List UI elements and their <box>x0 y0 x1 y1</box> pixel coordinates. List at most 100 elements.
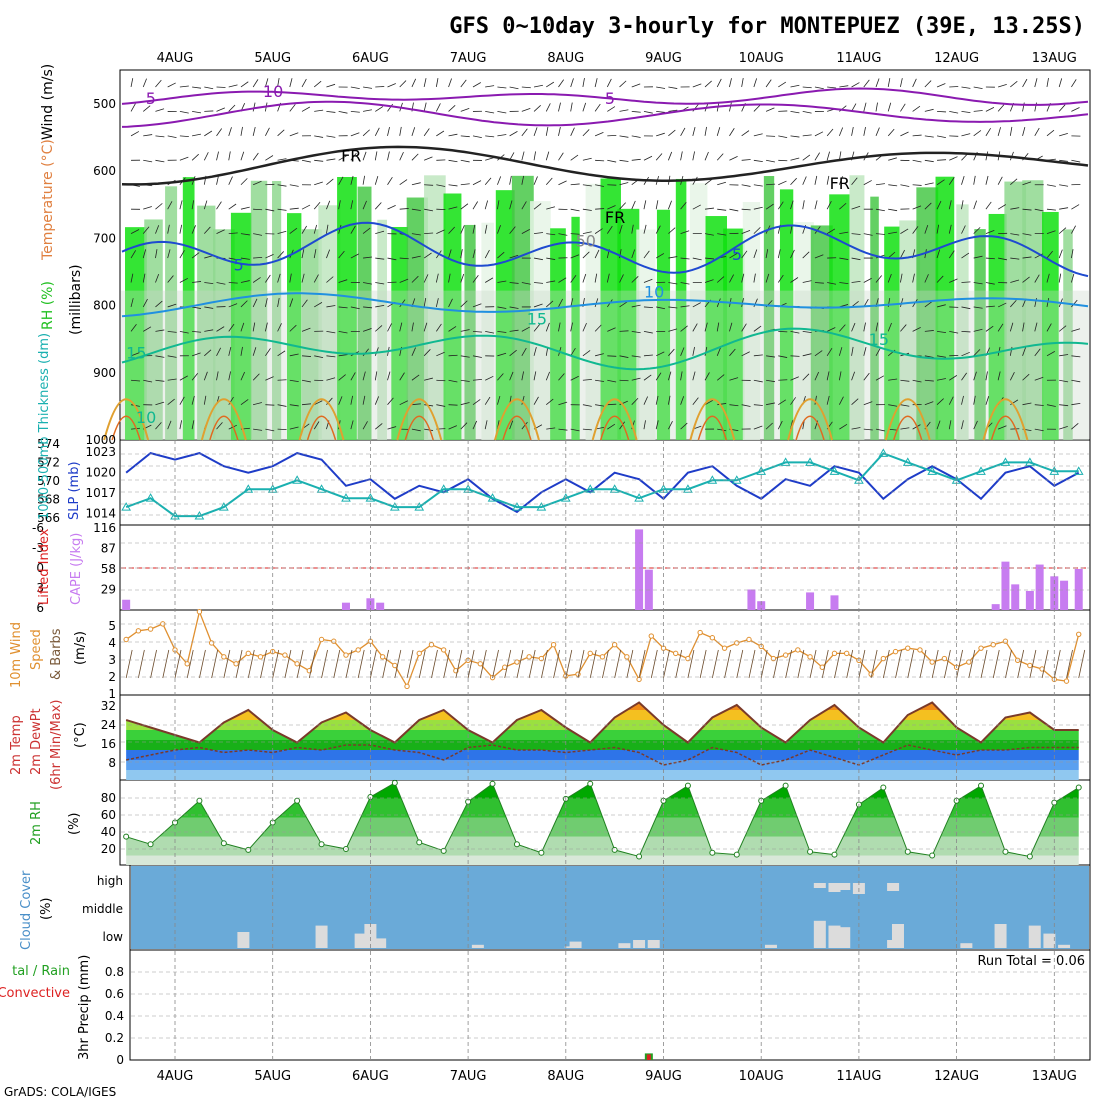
y-tick-label: 0.6 <box>105 987 124 1001</box>
wind-barb <box>631 200 636 210</box>
wind10m-point <box>135 628 142 634</box>
wind-barb <box>887 102 892 112</box>
wind10m-barb <box>687 649 695 679</box>
rh2m-point <box>123 833 130 840</box>
wind-barb <box>875 233 885 235</box>
wind-barb <box>192 306 202 309</box>
wind10m-point <box>770 655 777 662</box>
contour-label: 5 <box>146 89 156 108</box>
wind10m-barb <box>528 649 536 679</box>
wind-barb <box>277 129 285 137</box>
wind-barb <box>631 330 641 334</box>
wind-barb <box>423 322 428 332</box>
wind-barb <box>216 201 222 210</box>
date-label-top: 11AUG <box>836 51 881 66</box>
wind10m-barb <box>284 649 292 679</box>
wind-barb <box>411 322 414 332</box>
wind-barb <box>692 346 695 356</box>
wind-barb <box>985 175 989 185</box>
wind-barb <box>399 208 409 210</box>
rh2m-point <box>440 847 447 854</box>
wind-barb <box>216 347 222 357</box>
wind-barb <box>448 105 456 112</box>
wind-barb <box>1034 127 1040 137</box>
cloud-bar-low <box>828 925 841 948</box>
wind-barb <box>900 184 910 187</box>
wind-barb <box>167 82 176 88</box>
wind-barb <box>948 224 952 234</box>
wind-barb <box>778 355 788 358</box>
wind-barb <box>204 226 211 234</box>
wind10m-barb <box>174 649 182 679</box>
cloud-bar-low <box>1058 944 1071 948</box>
wind-barb <box>533 127 538 136</box>
wind-barb <box>802 353 812 357</box>
wind-barb <box>387 204 396 210</box>
wind-barb <box>546 81 555 88</box>
wind-barb <box>203 395 207 405</box>
wind-barb <box>692 257 702 261</box>
wind-barb <box>399 322 403 332</box>
wind-barb <box>900 249 905 259</box>
wind10m-point <box>587 650 593 657</box>
precip-label-2: Convective <box>0 986 70 1001</box>
wind-barb <box>179 200 183 210</box>
wind-barb <box>655 395 659 405</box>
wind-barb <box>423 274 429 283</box>
wind-barb <box>753 298 758 308</box>
rh-contour-fill <box>956 204 969 440</box>
temp-contour-20 <box>982 398 1029 441</box>
wind-barb <box>619 355 629 358</box>
wind-barb <box>704 372 710 381</box>
wind-barb <box>1058 227 1067 234</box>
temp-contour-20 <box>298 398 345 441</box>
wind-barb <box>411 403 421 406</box>
wind-barb <box>814 131 824 137</box>
wind-barb <box>997 425 1007 430</box>
wind-barb <box>619 80 627 88</box>
wind-barb <box>326 249 331 259</box>
y-tick-label: 1000 <box>85 433 116 447</box>
wind10m-barb <box>614 649 622 679</box>
wind-barb <box>607 327 616 332</box>
rh-contour-fill <box>125 227 147 440</box>
wind-barb <box>997 176 1003 185</box>
wind-barb <box>777 274 784 283</box>
wind-barb <box>924 159 934 163</box>
wind-barb <box>1034 208 1044 212</box>
wind-barb <box>668 328 678 332</box>
wind-barb <box>545 322 550 332</box>
wind-barb <box>301 403 312 406</box>
rh2m-point <box>489 780 496 787</box>
wind-barb <box>228 257 238 261</box>
cloud-bar-low <box>813 920 826 948</box>
wind-barb <box>362 421 368 430</box>
wind-barb <box>985 229 995 234</box>
wind-barb <box>472 135 482 139</box>
wind-barb <box>533 324 540 332</box>
wind-barb <box>521 326 530 332</box>
wind-barb <box>448 379 458 383</box>
wind10m-barb <box>382 649 390 679</box>
wind-barb <box>240 399 249 406</box>
wind-barb <box>716 127 721 136</box>
wind-barb <box>423 252 432 259</box>
rh2m-line <box>126 782 1079 858</box>
wind-barb <box>692 302 701 308</box>
wind-barb <box>387 397 394 405</box>
wind10m-barb <box>1005 649 1012 679</box>
wind-barb <box>717 181 726 186</box>
wind-barb <box>765 107 775 112</box>
y-tick-label: 570 <box>37 474 60 488</box>
wind-barb <box>668 151 673 161</box>
temp-contour-25 <box>209 415 239 441</box>
wind-barb <box>423 349 431 357</box>
wind-barb <box>545 177 553 186</box>
date-label-bottom: 8AUG <box>547 1069 584 1084</box>
wind-barb <box>643 155 653 161</box>
wind-barb <box>314 400 323 406</box>
wind10m-point <box>807 654 813 660</box>
wind-barb <box>961 133 971 137</box>
y-tick-label: 566 <box>37 511 60 525</box>
wind-barb <box>436 351 445 357</box>
